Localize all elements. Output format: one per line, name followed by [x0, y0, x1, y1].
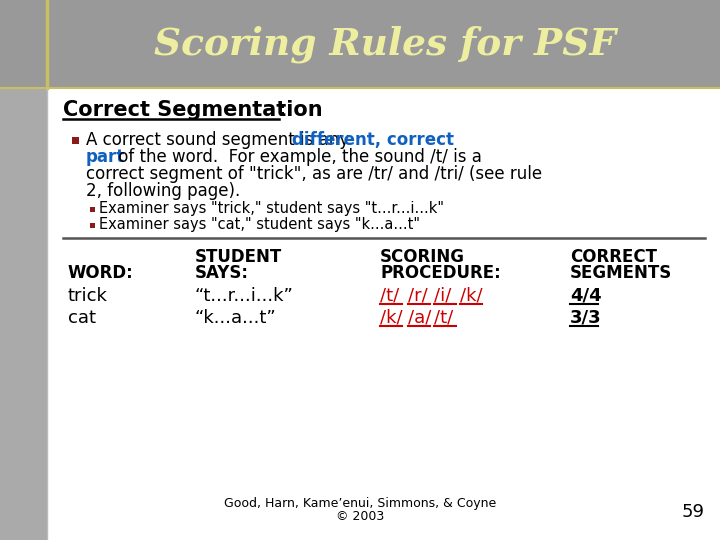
Text: /k/: /k/ [380, 309, 402, 327]
Text: SEGMENTS: SEGMENTS [570, 264, 672, 282]
Text: correct segment of "trick", as are /tr/ and /tri/ (see rule: correct segment of "trick", as are /tr/ … [86, 165, 542, 183]
Text: 59: 59 [682, 503, 705, 521]
Text: Scoring Rules for PSF: Scoring Rules for PSF [154, 25, 616, 63]
Text: /t/: /t/ [434, 309, 454, 327]
Text: Examiner says "trick," student says "t...r...i...k": Examiner says "trick," student says "t..… [99, 201, 444, 217]
Text: /i/: /i/ [434, 287, 451, 305]
Bar [90, 207, 95, 212]
Text: WORD:: WORD: [68, 264, 134, 282]
Text: /t/: /t/ [380, 287, 400, 305]
Text: STUDENT: STUDENT [195, 248, 282, 266]
FancyBboxPatch shape [0, 0, 720, 88]
FancyBboxPatch shape [0, 88, 47, 540]
Text: of the word.  For example, the sound /t/ is a: of the word. For example, the sound /t/ … [112, 148, 482, 166]
Text: /r/: /r/ [408, 287, 428, 305]
Text: “t...r...i...k”: “t...r...i...k” [195, 287, 294, 305]
Text: © 2003: © 2003 [336, 510, 384, 523]
Text: trick: trick [68, 287, 108, 305]
Text: “k...a...t”: “k...a...t” [195, 309, 276, 327]
Text: part: part [86, 148, 125, 166]
Text: PROCEDURE:: PROCEDURE: [380, 264, 500, 282]
Text: cat: cat [68, 309, 96, 327]
Bar [72, 137, 79, 144]
Text: 2, following page).: 2, following page). [86, 182, 240, 200]
Text: /a/: /a/ [408, 309, 431, 327]
FancyBboxPatch shape [47, 88, 720, 540]
Text: A correct sound segment is any: A correct sound segment is any [86, 131, 354, 149]
Text: different, correct: different, correct [292, 131, 454, 149]
Text: Good, Harn, Kame’enui, Simmons, & Coyne: Good, Harn, Kame’enui, Simmons, & Coyne [224, 497, 496, 510]
Text: SAYS:: SAYS: [195, 264, 249, 282]
Text: SCORING: SCORING [380, 248, 465, 266]
Text: :: : [278, 100, 287, 120]
Text: /k/: /k/ [460, 287, 482, 305]
Text: Examiner says "cat," student says "k...a...t": Examiner says "cat," student says "k...a… [99, 218, 420, 233]
Bar [90, 223, 95, 228]
Text: 3/3: 3/3 [570, 309, 602, 327]
Text: CORRECT: CORRECT [570, 248, 657, 266]
Text: Correct Segmentation: Correct Segmentation [63, 100, 323, 120]
Text: 4/4: 4/4 [570, 287, 602, 305]
